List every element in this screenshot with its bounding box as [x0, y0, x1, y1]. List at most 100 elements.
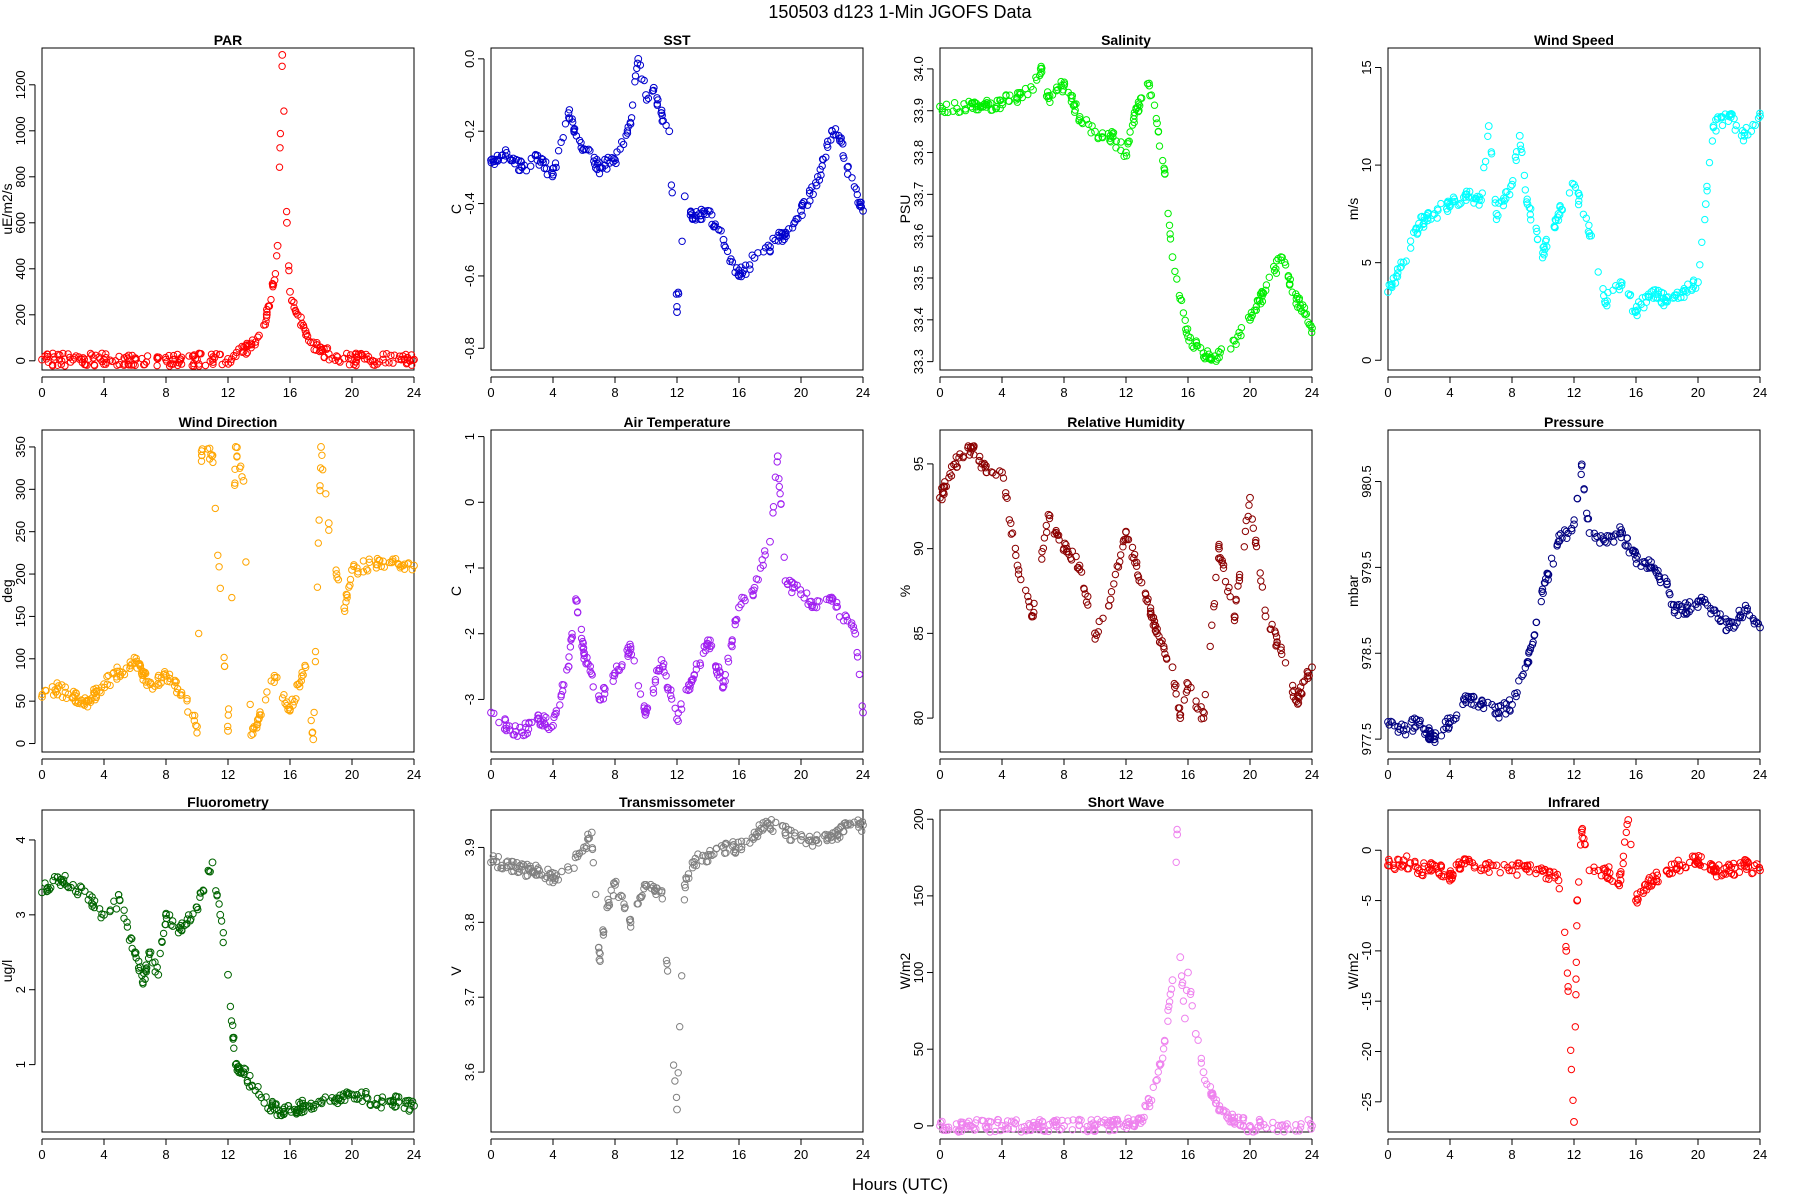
data-point	[1142, 1102, 1150, 1111]
data-point	[1610, 538, 1618, 546]
data-point	[1239, 1116, 1247, 1124]
data-point	[1580, 485, 1588, 493]
data-point	[728, 637, 736, 646]
data-point	[249, 724, 257, 733]
data-point	[764, 819, 772, 827]
data-point	[963, 1119, 971, 1127]
data-point	[1193, 705, 1202, 713]
data-point	[686, 685, 694, 694]
data-point	[1308, 663, 1316, 672]
data-point	[957, 1127, 966, 1136]
data-point	[550, 713, 558, 722]
data-point	[618, 138, 626, 146]
data-point	[787, 578, 796, 587]
data-point	[955, 108, 963, 117]
data-point	[570, 125, 578, 134]
data-point	[953, 104, 961, 113]
data-point	[1469, 692, 1478, 701]
data-point	[318, 346, 327, 354]
y-tick-label: -1	[462, 562, 477, 574]
data-point	[172, 678, 180, 686]
data-point	[1520, 862, 1528, 870]
data-point	[406, 1105, 414, 1113]
data-point	[1739, 137, 1748, 145]
data-point	[1194, 1036, 1202, 1044]
data-point	[634, 54, 643, 63]
data-point	[227, 358, 235, 366]
data-point	[1058, 1116, 1066, 1125]
panel-title: Relative Humidity	[1067, 414, 1185, 430]
data-point	[207, 350, 216, 358]
data-point	[738, 269, 747, 277]
data-point	[198, 451, 206, 460]
data-point	[1511, 689, 1519, 698]
data-point	[1619, 859, 1627, 868]
data-point	[767, 825, 775, 833]
data-point	[1692, 284, 1700, 292]
x-tick-label: 0	[1384, 385, 1391, 400]
data-point	[193, 729, 201, 737]
data-point	[1082, 116, 1091, 124]
data-point	[400, 1104, 408, 1112]
data-point	[1513, 871, 1521, 879]
x-tick-label: 12	[670, 1147, 684, 1162]
data-point	[1201, 690, 1210, 699]
data-point	[149, 959, 157, 967]
data-point	[1574, 189, 1582, 197]
data-point	[1176, 295, 1185, 303]
plot-frame	[1387, 429, 1761, 753]
data-point	[309, 338, 318, 347]
data-point	[224, 970, 232, 979]
y-tick-label: 5	[1359, 259, 1374, 266]
data-point	[776, 233, 784, 241]
data-point	[1179, 997, 1188, 1005]
data-point	[781, 831, 790, 839]
data-point	[1300, 677, 1309, 685]
data-point	[797, 836, 805, 844]
data-point	[1091, 635, 1099, 643]
data-point	[399, 561, 407, 570]
data-point	[1576, 841, 1585, 849]
data-point	[1439, 873, 1448, 881]
data-point	[1722, 615, 1730, 623]
data-point	[1561, 928, 1569, 936]
data-point	[1470, 199, 1478, 207]
data-point	[680, 896, 689, 904]
data-point	[1216, 554, 1224, 562]
data-point	[1191, 1029, 1200, 1038]
data-point	[215, 350, 224, 359]
data-point	[972, 106, 981, 114]
x-tick-label: 0	[936, 1147, 943, 1162]
data-point	[183, 697, 191, 705]
data-point	[582, 842, 590, 850]
data-point	[634, 682, 643, 690]
data-point	[1130, 550, 1139, 559]
y-axis-label: deg	[0, 579, 15, 602]
data-point	[403, 1097, 411, 1105]
data-point	[188, 352, 197, 360]
y-tick-label: 150	[911, 885, 926, 907]
data-point	[805, 189, 814, 198]
data-point	[955, 454, 963, 462]
data-point	[1206, 642, 1214, 651]
data-point	[721, 849, 729, 857]
data-point	[1265, 273, 1274, 281]
data-point	[596, 950, 604, 958]
data-point	[1425, 726, 1433, 735]
data-point	[815, 597, 823, 605]
data-point	[1164, 209, 1172, 218]
data-point	[1208, 621, 1216, 629]
data-point	[1098, 133, 1107, 142]
data-point	[1424, 735, 1433, 743]
data-point	[1701, 215, 1709, 224]
data-point	[92, 684, 100, 692]
x-tick-label: 24	[1753, 767, 1767, 782]
data-point	[1213, 355, 1221, 363]
data-point	[593, 160, 602, 168]
data-point	[224, 711, 233, 719]
data-point	[1232, 340, 1240, 348]
data-point	[551, 876, 559, 884]
data-point	[1747, 127, 1756, 136]
data-point	[124, 354, 132, 362]
data-point	[138, 354, 146, 363]
